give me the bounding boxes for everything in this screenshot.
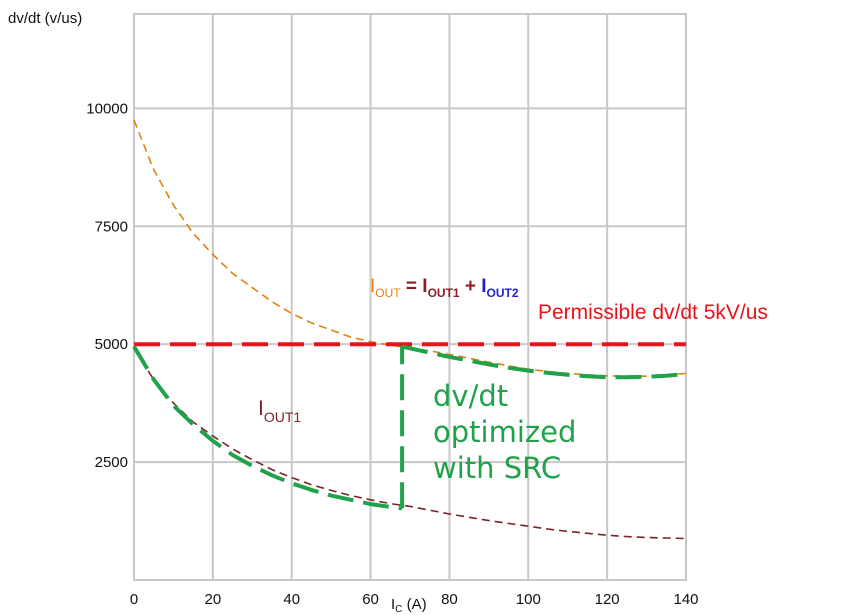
src-optimized-curve-right <box>401 344 687 380</box>
x-tick-label: 20 <box>205 591 222 608</box>
iout2-sub: OUT2 <box>487 286 519 300</box>
y-tick-label: 10000 <box>86 100 128 117</box>
x-axis-label-sub: C <box>395 604 402 615</box>
y-axis-label: dv/dt (v/us) <box>8 10 82 27</box>
iout2-i: I <box>481 276 486 297</box>
x-tick-label: 40 <box>283 591 300 608</box>
optimized-line-2: optimized <box>433 415 576 449</box>
iout1-label-i: I <box>258 397 264 420</box>
iout-plus: + <box>460 276 482 297</box>
iout-eq: = <box>401 276 423 297</box>
iout1-label: IOUT1 <box>258 397 301 425</box>
iout-i: I <box>370 276 375 297</box>
iout-sub: OUT <box>375 286 401 300</box>
y-tick-label: 7500 <box>95 218 128 235</box>
x-tick-label: 100 <box>516 591 541 608</box>
grid <box>133 13 687 581</box>
series-group <box>132 119 687 540</box>
x-tick-label: 140 <box>673 591 698 608</box>
x-axis-label-main: I <box>391 596 395 613</box>
iout1-sub: OUT1 <box>428 286 460 300</box>
x-axis-label-unit: (A) <box>402 596 426 613</box>
x-tick-label: 0 <box>130 591 138 608</box>
y-tick-label: 2500 <box>95 454 128 471</box>
optimized-line-3: with SRC <box>433 451 561 485</box>
src-optimized-curve-left <box>132 345 403 511</box>
optimized-line-1: dv/dt <box>433 379 508 413</box>
plot-frame <box>133 13 687 581</box>
y-tick-label: 5000 <box>95 336 128 353</box>
tick-labels: 0 20 40 60 80 100 120 140 2500 5000 7500 10000 <box>86 100 698 608</box>
iout-total-curve <box>133 119 687 378</box>
iout1-i: I <box>422 276 427 297</box>
x-tick-label: 60 <box>362 591 379 608</box>
iout1-label-sub: OUT1 <box>264 409 302 425</box>
iout-sum-label: IOUT = IOUT1 + IOUT2 <box>370 276 519 300</box>
x-tick-label: 80 <box>441 591 458 608</box>
x-axis-label: IC (A) <box>391 596 427 615</box>
x-tick-label: 120 <box>595 591 620 608</box>
iout1-curve <box>133 348 687 540</box>
permissible-label: Permissible dv/dt 5kV/us <box>538 301 768 324</box>
